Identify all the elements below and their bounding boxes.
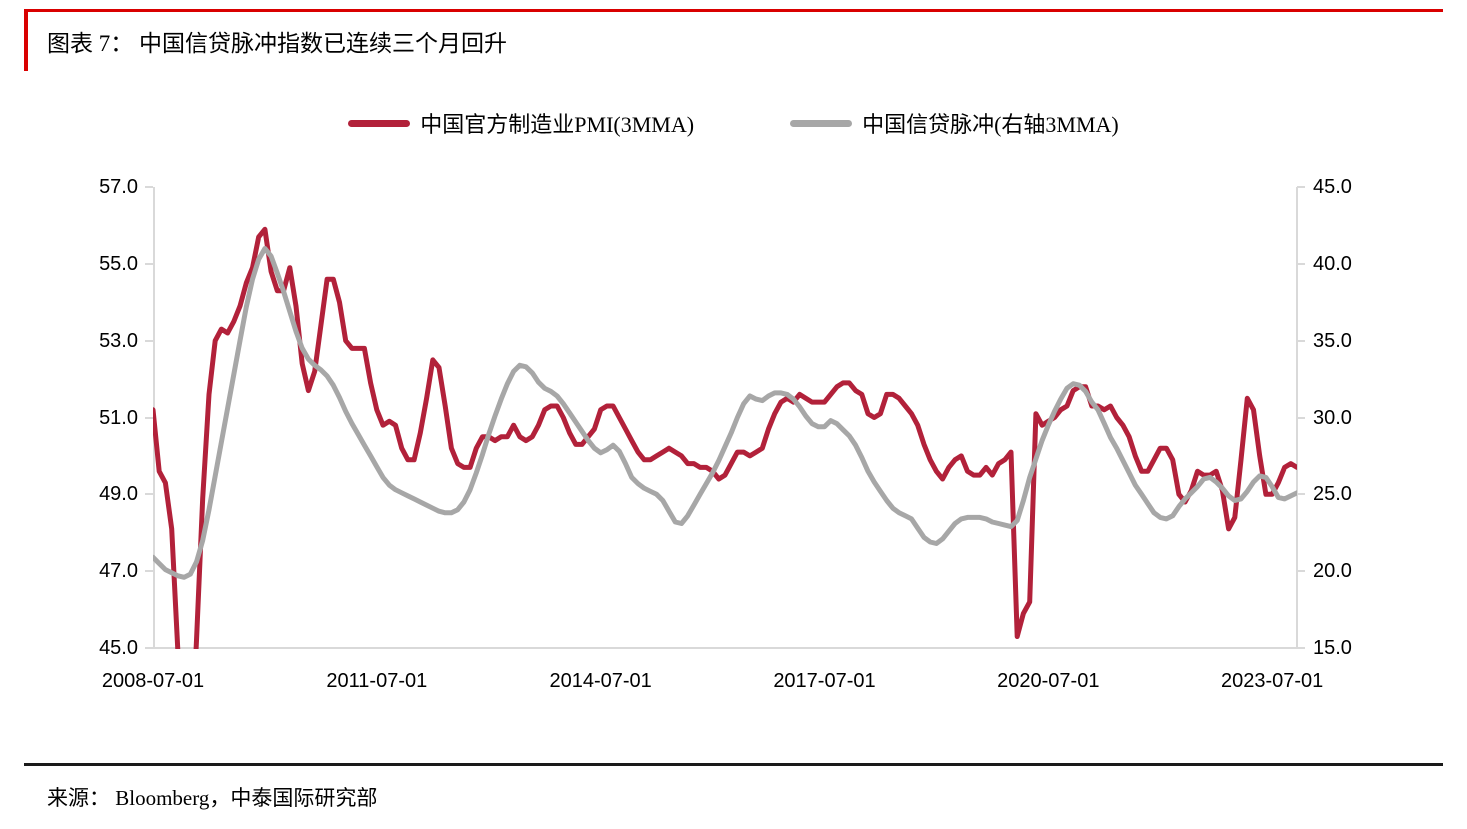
x-axis-label: 2020-07-01 <box>997 670 1100 692</box>
line-plot-area <box>153 226 1297 649</box>
chart-title: 图表 7： 中国信贷脉冲指数已连续三个月回升 <box>47 31 507 56</box>
x-axis-label: 2011-07-01 <box>326 670 428 692</box>
legend-item-credit-impulse: 中国信贷脉冲(右轴3MMA) <box>790 107 1119 139</box>
legend-item-pmi: 中国官方制造业PMI(3MMA) <box>348 107 694 139</box>
y-axis-label-right: 25.0 <box>1313 483 1352 506</box>
legend-label-credit-impulse: 中国信贷脉冲(右轴3MMA) <box>862 112 1119 137</box>
y-axis-tick-right <box>1297 647 1305 649</box>
x-axis-label: 2014-07-01 <box>549 670 652 692</box>
chart-legend: 中国官方制造业PMI(3MMA) 中国信贷脉冲(右轴3MMA) <box>0 107 1467 139</box>
x-axis-label: 2023-07-01 <box>1220 670 1324 692</box>
y-axis-tick-right <box>1297 186 1305 188</box>
y-axis-tick-right <box>1297 570 1305 573</box>
y-axis-label-right: 20.0 <box>1313 560 1352 583</box>
y-axis-tick-left <box>145 416 153 419</box>
y-axis-tick-left <box>145 186 153 188</box>
y-axis-tick-right <box>1297 262 1305 265</box>
pmi-line-swatch-icon <box>348 119 411 127</box>
y-axis-label-right: 40.0 <box>1313 252 1352 275</box>
y-axis-label-left: 55.0 <box>99 252 138 275</box>
y-axis-tick-left <box>145 339 153 342</box>
y-axis-tick-left <box>145 570 153 573</box>
legend-label-pmi: 中国官方制造业PMI(3MMA) <box>420 112 695 137</box>
series-line-credit-impulse <box>153 246 1297 580</box>
x-axis-line <box>153 647 1298 649</box>
source-text: 来源： Bloomberg，中泰国际研究部 <box>47 786 378 810</box>
y-axis-label-right: 35.0 <box>1313 329 1352 352</box>
y-axis-label-left: 53.0 <box>99 329 138 352</box>
y-axis-label-left: 45.0 <box>99 637 138 659</box>
y-axis-label-right: 30.0 <box>1313 406 1352 429</box>
series-line-pmi <box>153 226 1297 649</box>
x-axis-label: 2008-07-01 <box>101 670 205 692</box>
y-axis-label-right: 15.0 <box>1313 637 1352 659</box>
header-accent-rule <box>24 9 1443 12</box>
y-axis-label-left: 47.0 <box>99 560 138 583</box>
y-axis-tick-left <box>145 493 153 496</box>
y-axis-label-left: 49.0 <box>99 483 138 506</box>
y-axis-tick-right <box>1297 339 1305 342</box>
y-axis-tick-left <box>145 647 153 649</box>
y-axis-label-left: 57.0 <box>99 176 138 198</box>
y-axis-label-right: 45.0 <box>1313 176 1352 198</box>
x-axis-label: 2017-07-01 <box>773 670 876 692</box>
footer-rule <box>24 763 1443 766</box>
y-axis-label-left: 51.0 <box>99 406 138 429</box>
header-accent-bar <box>24 9 28 71</box>
y-axis-tick-right <box>1297 493 1305 496</box>
y-axis-tick-left <box>145 262 153 265</box>
credit-impulse-line-swatch-icon <box>790 119 853 127</box>
y-axis-tick-right <box>1297 416 1305 419</box>
